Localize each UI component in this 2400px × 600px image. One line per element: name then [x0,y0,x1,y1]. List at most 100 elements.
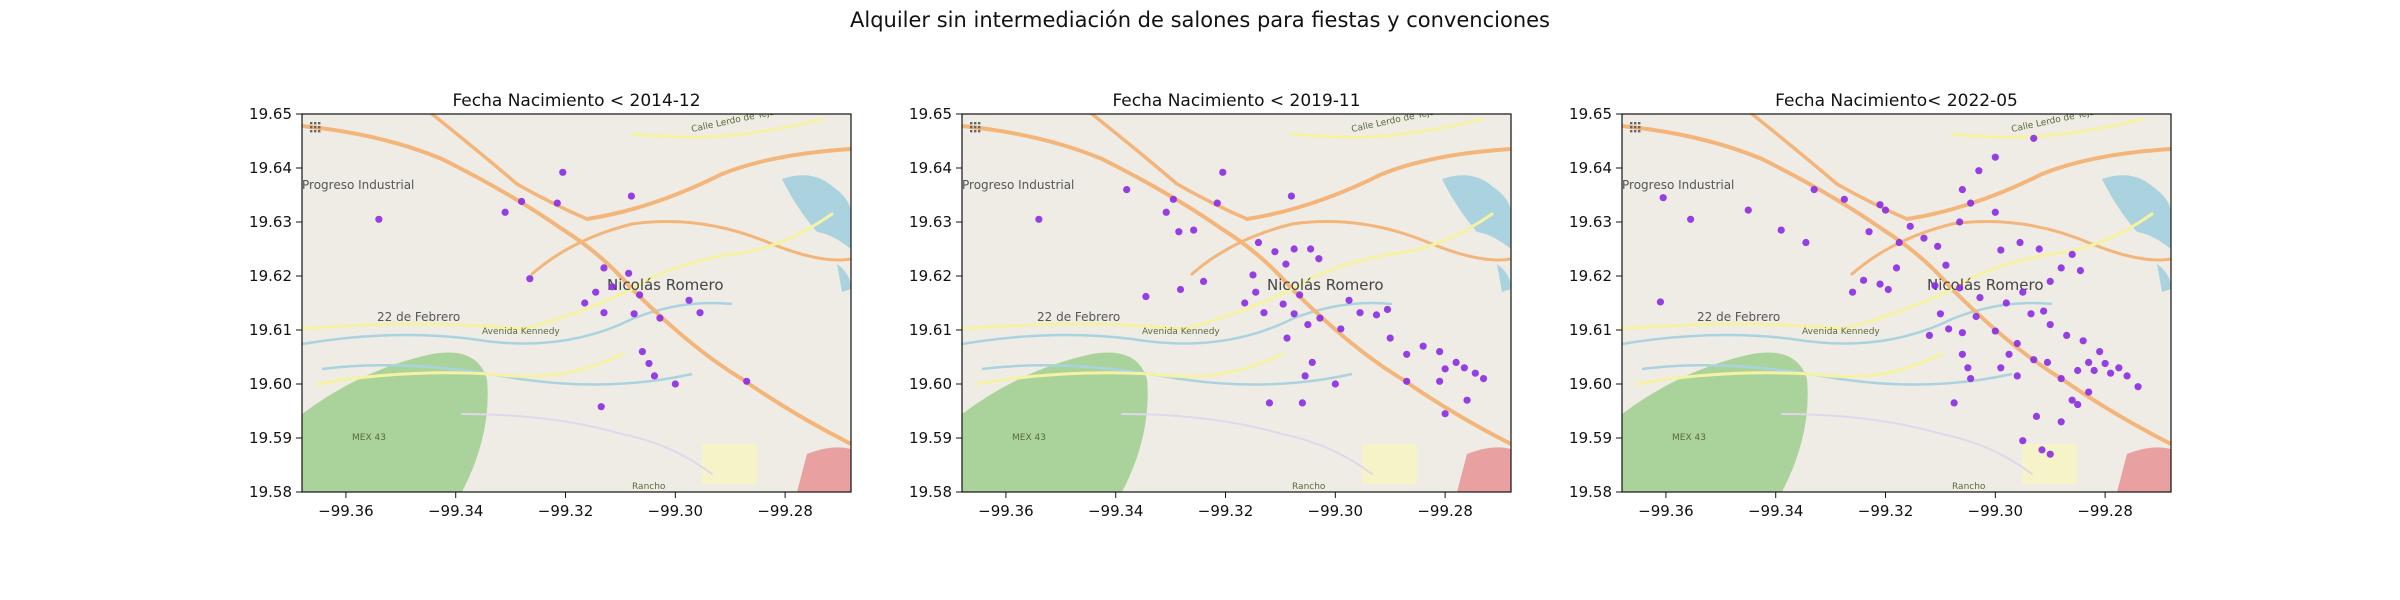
data-point [2005,350,2013,358]
data-point [645,359,653,368]
data-point [1304,321,1312,329]
map-label-mex-43: MEX 43 [352,433,386,443]
data-point [2074,400,2082,409]
data-point [2134,383,2142,391]
data-point [1802,238,1810,247]
data-point [1175,228,1183,236]
data-point [1265,399,1274,407]
map-label-progreso-industrial: Progreso Industrial [1622,178,1734,192]
x-tick-label: −99.28 [757,502,813,520]
map-label-progreso-industrial: Progreso Industrial [302,178,414,192]
minor-road [630,212,834,291]
y-tick-label: 19.60 [1569,375,1612,393]
data-point [1997,364,2005,372]
map-label-rancho: Rancho [1292,482,1326,492]
data-point [2046,450,2054,458]
data-point [2090,366,2098,375]
data-point [559,168,567,176]
data-point [1298,399,1306,407]
major-road [1622,124,1954,291]
data-point [518,197,526,206]
data-point [1972,312,1980,321]
minor-road [1635,352,1944,386]
y-tick-label: 19.63 [909,213,952,231]
minor-road [962,287,1294,331]
data-point [2074,366,2082,375]
y-tick-label: 19.61 [1569,321,1612,339]
data-point [2068,396,2076,404]
data-point [1471,369,1479,377]
data-point [1219,168,1227,176]
data-point [1876,280,1884,288]
x-tick-label: −99.36 [978,502,1034,520]
minor-road [1290,212,1494,291]
data-point [1169,195,1177,203]
data-point [1372,311,1381,319]
grid-menu-icon [1630,122,1641,133]
data-point [1403,350,1411,358]
x-tick-label: −99.28 [2077,502,2133,520]
map-label-22-de-febrero: 22 de Febrero [1697,310,1780,324]
data-point [656,314,664,322]
data-point [638,348,646,356]
data-point [592,288,600,296]
minor-road [975,352,1284,386]
data-point [2002,299,2010,307]
data-point [2123,372,2131,380]
map-label-nicolas-romero: Nicolás Romero [607,276,724,294]
major-road [430,114,589,221]
data-point [1436,348,1444,356]
data-point [1859,276,1868,284]
data-point [2027,310,2035,318]
minor-road [1290,117,1484,139]
data-point [2043,358,2052,366]
map-label-avenida: Avenida Kennedy [482,327,560,337]
data-point [2107,369,2115,377]
major-road [1090,114,1249,221]
lake [1442,175,1511,249]
major-road [530,220,851,276]
minor-road [461,413,713,475]
minor-road [1950,212,2154,291]
data-point [1810,186,1818,194]
data-point [1997,246,2005,254]
scatter-points [1656,134,2142,458]
y-tick-label: 19.58 [909,483,952,501]
river [962,301,1393,346]
y-tick-label: 19.63 [1569,213,1612,231]
urban-area [1457,447,1511,492]
data-point [2038,446,2046,454]
data-point [2040,307,2048,315]
y-tick-label: 19.65 [1569,105,1612,123]
basemap: Progreso Industrial Nicolás Romero 22 de F… [1622,114,2171,492]
data-point [627,192,636,200]
y-tick-label: 19.65 [909,105,952,123]
data-point [1956,284,1964,292]
data-point [600,264,608,272]
park-area [302,352,488,492]
data-point [1931,282,1939,290]
scatter-points [375,168,751,411]
data-point [1315,255,1323,263]
data-point [2019,437,2027,445]
major-road [1905,147,2171,221]
map-label-mex-43: MEX 43 [1672,433,1706,443]
river [1622,301,2053,346]
axes-frame [961,113,1512,493]
data-point [2057,264,2065,272]
park-area [962,352,1148,492]
x-tick-label: −99.34 [428,502,484,520]
x-tick-label: −99.28 [1417,502,1473,520]
data-point [1975,167,1983,175]
data-point [1950,399,1958,407]
data-point [1190,226,1198,234]
data-point [1848,288,1857,296]
data-point [1035,215,1043,223]
data-point [1301,372,1309,380]
data-point [1441,410,1449,418]
minor-road [315,352,624,386]
data-point [375,215,383,223]
data-point [1991,327,1999,335]
data-point [1331,380,1339,388]
